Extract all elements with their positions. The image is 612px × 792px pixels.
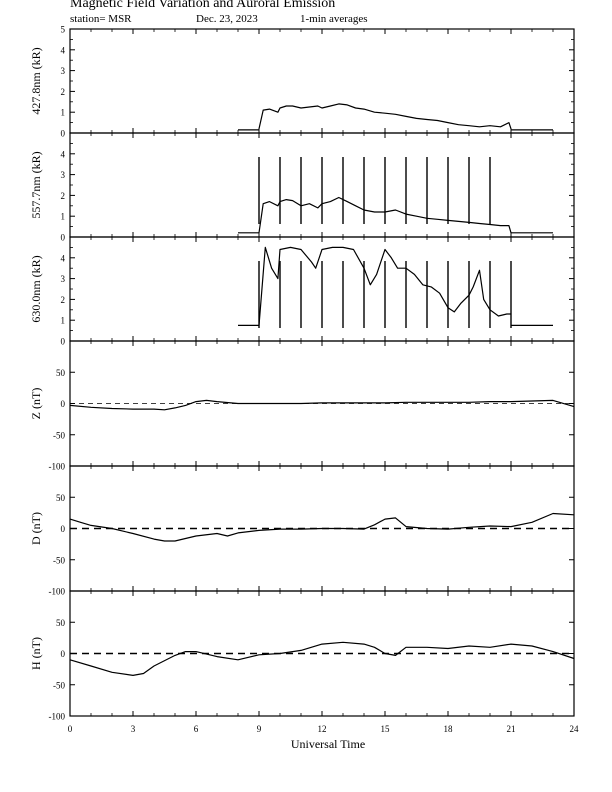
y-tick-label: -50 [53,680,65,690]
y-tick-label: 3 [61,66,66,76]
date-label: Dec. 23, 2023 [196,13,258,25]
series-line [69,399,575,411]
y-tick-label: 0 [61,524,66,534]
x-tick-label: 3 [131,724,136,734]
y-tick-label: 1 [61,108,66,118]
series-line [69,512,575,542]
y-tick-label: -100 [49,587,66,597]
x-tick-label: 15 [381,724,391,734]
chart-header: Magnetic Field Variation and Auroral Emi… [0,0,612,28]
y-tick-label: 1 [61,316,66,326]
x-tick-label: 12 [318,724,327,734]
y-tick-label: 4 [61,149,66,159]
y-tick-label: 1 [61,212,66,222]
x-tick-label: 18 [444,724,454,734]
y-tick-label: 5 [61,25,66,35]
y-axis-label: 427.8nm (kR) [29,47,43,114]
panel-frame [69,28,575,134]
chart-title: Magnetic Field Variation and Auroral Emi… [70,0,336,11]
x-axis: 0 3 6 9 12 15 18 21 24 [68,724,579,734]
y-tick-label: 50 [56,368,66,378]
y-tick-label: 2 [61,191,66,201]
averaging-label: 1-min averages [300,13,368,25]
series-line [258,246,511,326]
panel-Z: -100 -50 0 50 Z (nT) [29,340,575,472]
y-tick-label: 4 [61,45,66,55]
y-tick-label: 0 [61,233,66,243]
y-axis-label: Z (nT) [29,388,43,420]
panel-H: -100 -50 0 50 H (nT) [29,590,575,722]
x-tick-label: 24 [570,724,580,734]
y-tick-label: -50 [53,555,65,565]
y-tick-label: 2 [61,295,66,305]
y-tick-label: 0 [61,399,66,409]
y-tick-label: 50 [56,618,66,628]
y-axis-label: 557.7nm (kR) [29,151,43,218]
x-tick-label: 21 [507,724,516,734]
y-tick-label: -50 [53,430,65,440]
series-line [258,103,512,129]
y-tick-label: 2 [61,87,66,97]
y-tick-label: 3 [61,170,66,180]
y-tick-label: 0 [61,649,66,659]
y-tick-label: 50 [56,493,66,503]
series-line [69,641,575,677]
panel-630.0nm: 0 1 2 3 4 630.0nm (kR) [29,236,575,347]
y-tick-label: -100 [49,462,66,472]
x-tick-label: 9 [257,724,262,734]
x-tick-label: 0 [68,724,73,734]
chart-panels: 0 1 2 3 4 5 427.8nm (kR) 0 1 2 3 4 557.7nm (kR) 0 1 2 3 4… [29,25,575,722]
y-axis-label: H (nT) [29,637,43,670]
panel-557.7nm: 0 1 2 3 4 557.7nm (kR) [29,132,575,243]
x-axis-label: Universal Time [291,737,365,751]
y-tick-label: 0 [61,337,66,347]
x-tick-label: 6 [194,724,199,734]
y-tick-label: -100 [49,712,66,722]
panel-D: -100 -50 0 50 D (nT) [29,465,575,597]
y-tick-label: 3 [61,274,66,284]
y-tick-label: 4 [61,253,66,263]
y-tick-label: 0 [61,129,66,139]
y-axis-label: 630.0nm (kR) [29,255,43,322]
panel-427.8nm: 0 1 2 3 4 5 427.8nm (kR) [29,25,575,139]
y-axis-label: D (nT) [29,512,43,545]
station-label: station= MSR [70,13,132,25]
